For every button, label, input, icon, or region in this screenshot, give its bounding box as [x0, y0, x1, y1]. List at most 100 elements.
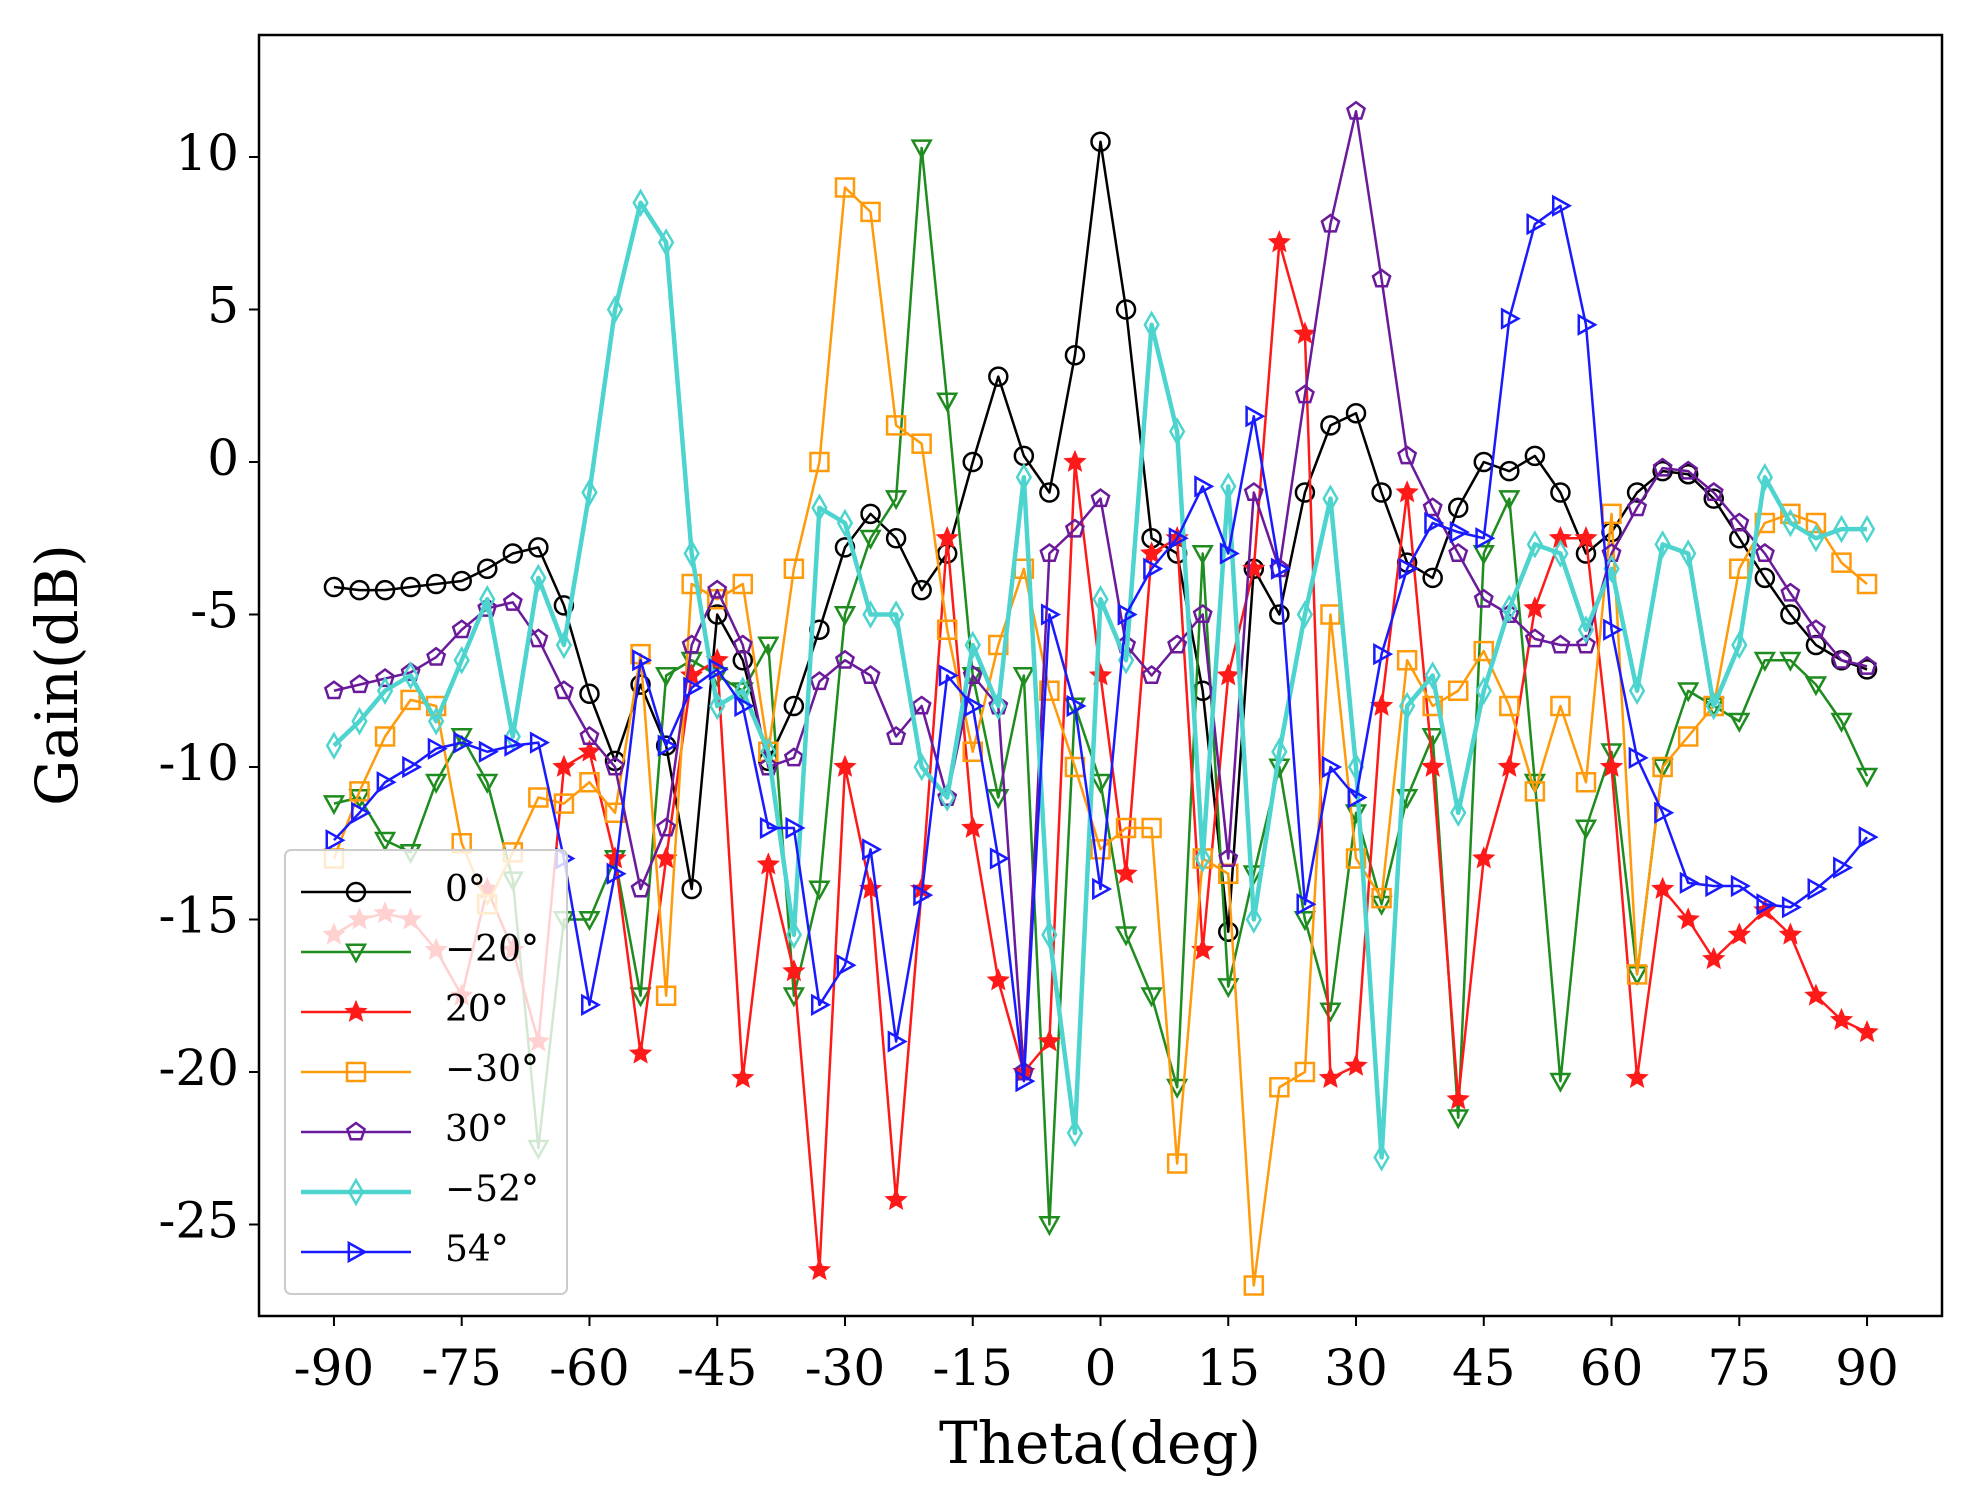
marker	[1727, 922, 1751, 945]
marker	[1041, 920, 1058, 949]
marker	[553, 595, 575, 616]
marker	[962, 664, 983, 685]
marker	[1267, 230, 1292, 253]
marker	[1015, 1070, 1036, 1093]
marker	[349, 579, 370, 601]
marker	[1194, 475, 1215, 498]
marker	[1422, 695, 1443, 717]
marker	[477, 558, 498, 579]
marker	[373, 831, 397, 852]
marker	[402, 661, 419, 690]
marker	[1293, 911, 1317, 932]
marker	[1296, 893, 1317, 916]
marker	[345, 1061, 367, 1083]
marker	[885, 528, 907, 549]
marker	[1628, 676, 1646, 705]
marker	[1627, 497, 1648, 517]
y-tick-label: 5	[207, 277, 239, 335]
marker	[1245, 905, 1263, 934]
series-line	[332, 186, 1868, 1287]
x-tick-label: -15	[932, 1339, 1013, 1397]
marker	[1833, 514, 1850, 544]
legend: 0° −20° 20° −30° 30° −52° 54°	[284, 849, 568, 1295]
marker	[476, 773, 499, 794]
marker	[1218, 921, 1239, 942]
marker	[1447, 680, 1469, 701]
x-tick-label: -75	[421, 1339, 502, 1397]
marker	[1424, 511, 1445, 535]
marker	[757, 636, 780, 657]
marker	[1702, 946, 1726, 970]
marker	[1857, 655, 1878, 675]
marker	[1626, 964, 1648, 985]
marker	[1092, 585, 1109, 614]
marker	[836, 508, 854, 538]
marker	[811, 493, 828, 522]
legend-label: 20°	[445, 989, 509, 1030]
marker	[858, 876, 883, 899]
marker	[450, 728, 473, 749]
marker	[833, 606, 857, 627]
marker	[376, 771, 397, 794]
marker	[502, 591, 523, 611]
marker	[734, 676, 751, 705]
marker	[910, 139, 933, 160]
marker	[1143, 310, 1160, 339]
marker	[833, 754, 857, 777]
marker	[962, 741, 983, 762]
marker	[683, 539, 700, 568]
marker	[344, 999, 368, 1022]
marker	[1398, 557, 1419, 580]
marker	[887, 1030, 908, 1053]
marker	[1778, 922, 1803, 945]
marker	[1472, 545, 1495, 566]
series-line	[332, 200, 1868, 1160]
marker	[425, 573, 447, 595]
marker	[935, 525, 959, 549]
marker	[477, 597, 498, 617]
marker	[555, 630, 573, 660]
marker	[1012, 667, 1035, 688]
marker	[1143, 557, 1164, 580]
marker	[630, 878, 651, 898]
marker	[782, 959, 806, 982]
x-tick-label: -60	[549, 1339, 630, 1397]
marker	[1654, 801, 1675, 824]
marker	[552, 754, 576, 777]
y-tick-label: -10	[158, 734, 239, 792]
marker	[1550, 695, 1571, 717]
marker	[1526, 212, 1547, 236]
legend-label: 0°	[445, 869, 486, 910]
marker	[453, 646, 470, 675]
marker	[936, 392, 959, 413]
marker	[657, 734, 678, 757]
y-tick-label: -20	[158, 1039, 239, 1097]
marker	[1552, 539, 1569, 568]
marker	[990, 691, 1007, 721]
marker	[1833, 856, 1854, 879]
marker	[1037, 1029, 1062, 1052]
marker	[987, 789, 1010, 810]
marker	[964, 630, 981, 660]
marker	[961, 815, 985, 838]
marker	[577, 739, 602, 762]
marker	[402, 755, 423, 779]
marker	[1396, 650, 1418, 671]
marker	[400, 576, 421, 598]
marker	[1831, 552, 1852, 573]
series-line	[333, 204, 1869, 1083]
marker	[347, 1240, 368, 1264]
marker	[1652, 457, 1673, 477]
marker	[913, 752, 930, 782]
series-line	[333, 110, 1868, 1074]
marker	[1703, 488, 1724, 509]
marker	[376, 676, 394, 705]
marker	[1141, 817, 1162, 839]
marker	[1066, 694, 1087, 718]
marker	[756, 852, 780, 875]
marker	[323, 576, 345, 598]
y-tick-label: -5	[190, 582, 239, 640]
marker	[1063, 697, 1087, 718]
marker	[1192, 603, 1213, 624]
marker	[1603, 618, 1624, 641]
